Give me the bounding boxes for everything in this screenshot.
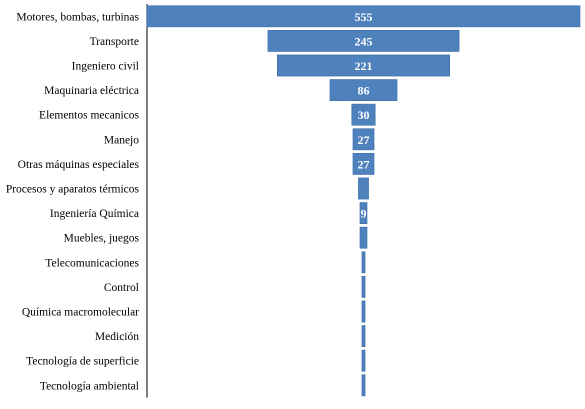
category-label: Manejo: [104, 134, 139, 146]
funnel-bar: [267, 30, 460, 52]
category-label: Otras máquinas especiales: [18, 159, 140, 171]
funnel-bar: [352, 153, 375, 175]
category-label: Ingeniería Química: [50, 208, 139, 220]
data-label: 27: [358, 133, 370, 147]
category-label: Ingeniero civil: [72, 61, 139, 73]
funnel-bar: [361, 374, 366, 397]
funnel-bar: [329, 79, 398, 101]
funnel-bar: [361, 276, 366, 298]
category-label: Maquinaria eléctrica: [44, 85, 139, 97]
data-label: 27: [358, 157, 370, 171]
category-label: Transporte: [90, 36, 139, 48]
category-label: Tecnología de superficie: [26, 356, 139, 368]
data-label: 245: [355, 34, 373, 48]
funnel-bar: [351, 103, 376, 126]
category-label: Tecnología ambiental: [40, 380, 139, 392]
funnel-bar: [359, 226, 368, 249]
category-labels-group: Motores, bombas, turbinas Transporte Ingen…: [6, 11, 140, 392]
data-label: 555: [355, 10, 373, 24]
funnel-bar: [352, 128, 375, 151]
category-label: Medición: [95, 331, 139, 343]
category-label: Procesos y aparatos térmicos: [6, 184, 140, 196]
category-label: Muebles, juegos: [64, 233, 140, 245]
funnel-bar: [361, 300, 366, 323]
funnel-bar: [361, 325, 366, 347]
funnel-bar: [358, 177, 369, 200]
funnel-bar: [146, 5, 581, 28]
funnel-bar: [359, 202, 368, 224]
data-label: 30: [358, 108, 370, 122]
category-label: Elementos mecanicos: [39, 110, 139, 122]
data-label: 221: [355, 59, 373, 73]
bars-group: [146, 5, 581, 397]
category-label: Telecomunicaciones: [45, 257, 139, 269]
category-label: Control: [104, 282, 139, 294]
funnel-bar: [361, 251, 366, 274]
funnel-bar: [276, 54, 451, 77]
value-labels-group: 555 245 221 86 30 27 27 9: [355, 10, 373, 221]
category-label: Motores, bombas, turbinas: [16, 11, 139, 23]
funnel-bar: [361, 349, 366, 372]
data-label: 86: [358, 84, 370, 98]
data-label: 9: [361, 207, 367, 221]
category-label: Química macromolecular: [22, 307, 139, 319]
